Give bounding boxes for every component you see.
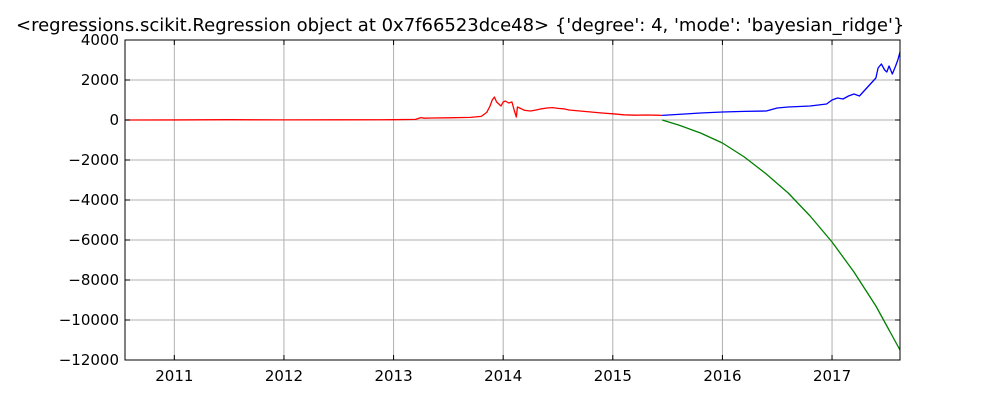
series-line-0 bbox=[124, 96, 663, 121]
y-tick-label: −10000 bbox=[59, 311, 119, 329]
y-tick-label: −2000 bbox=[68, 151, 119, 169]
x-tick-label: 2011 bbox=[155, 367, 193, 385]
y-tick-label: −4000 bbox=[68, 191, 119, 209]
y-tick-label: −6000 bbox=[68, 231, 119, 249]
series-line-2 bbox=[661, 119, 901, 351]
y-tick-label: −12000 bbox=[59, 351, 119, 369]
chart-title: <regressions.scikit.Regression object at… bbox=[16, 15, 904, 36]
series-layer bbox=[124, 51, 901, 351]
y-tick-label: 2000 bbox=[81, 71, 119, 89]
x-tick-label: 2013 bbox=[374, 367, 412, 385]
x-tick-label: 2014 bbox=[484, 367, 522, 385]
x-tick-label: 2017 bbox=[813, 367, 851, 385]
grid bbox=[125, 40, 900, 360]
tick-labels: 2011 2012 2013 2014 2015 2016 2017 4000 2000 0 −20… bbox=[59, 31, 851, 385]
x-tick-label: 2012 bbox=[265, 367, 303, 385]
y-tick-label: −8000 bbox=[68, 271, 119, 289]
y-tick-label: 4000 bbox=[81, 31, 119, 49]
x-tick-label: 2016 bbox=[703, 367, 741, 385]
y-tick-label: 0 bbox=[109, 111, 119, 129]
x-tick-label: 2015 bbox=[594, 367, 632, 385]
series-line-1 bbox=[662, 51, 901, 117]
ticks bbox=[125, 39, 900, 361]
